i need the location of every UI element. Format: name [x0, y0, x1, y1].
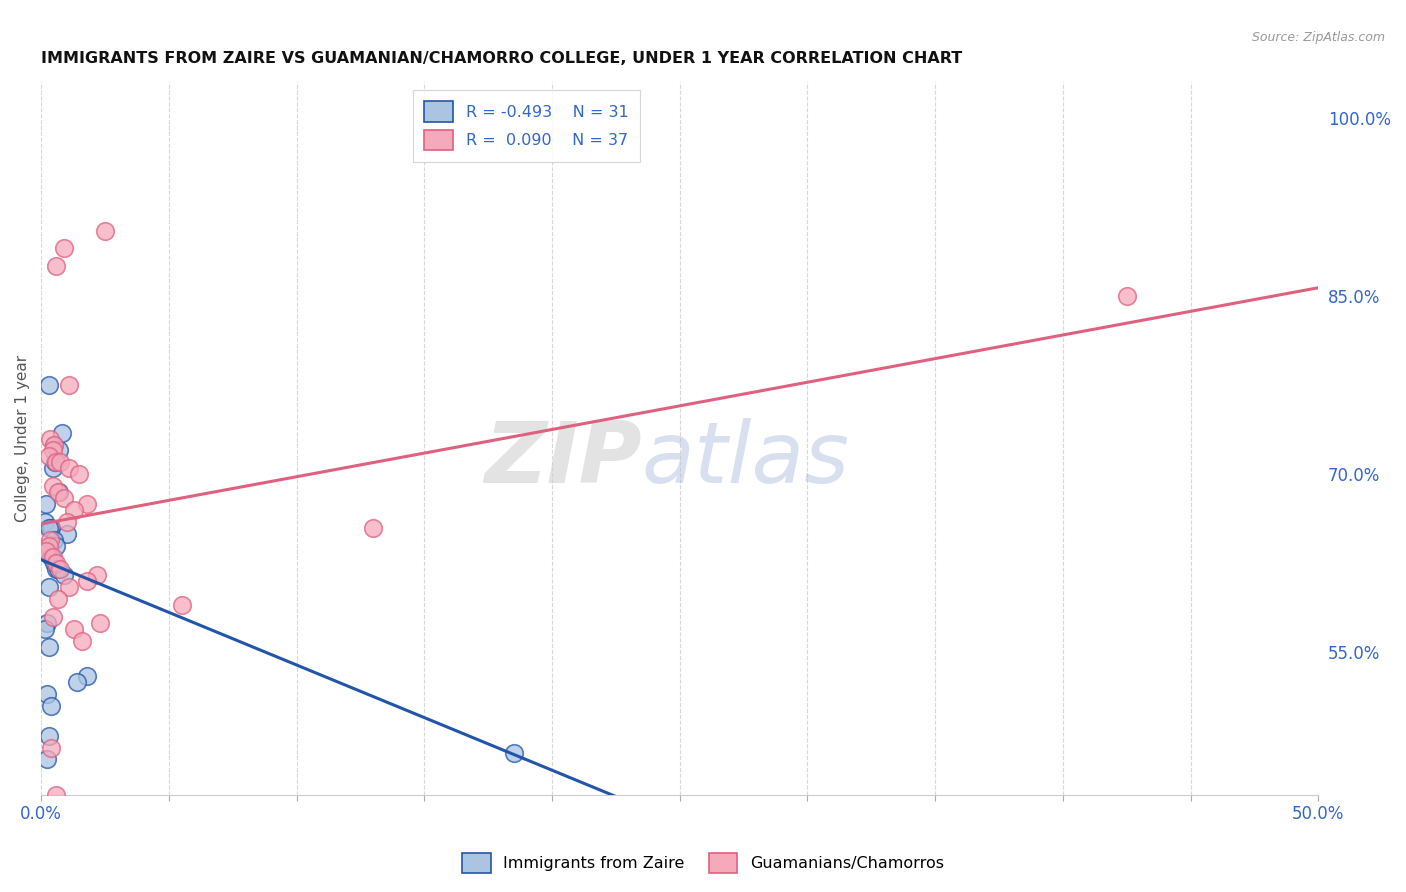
Point	[51, 425, 73, 440]
Point	[38, 521, 60, 535]
Point	[66, 675, 89, 690]
Point	[53, 568, 76, 582]
Point	[48, 443, 70, 458]
Point	[70, 633, 93, 648]
Legend: R = -0.493    N = 31, R =  0.090    N = 37: R = -0.493 N = 31, R = 0.090 N = 37	[413, 90, 640, 161]
Point	[39, 533, 62, 547]
Point	[41, 698, 63, 713]
Point	[34, 622, 56, 636]
Point	[45, 562, 67, 576]
Text: IMMIGRANTS FROM ZAIRE VS GUAMANIAN/CHAMORRO COLLEGE, UNDER 1 YEAR CORRELATION CH: IMMIGRANTS FROM ZAIRE VS GUAMANIAN/CHAMO…	[41, 51, 962, 66]
Point	[45, 788, 67, 802]
Point	[41, 610, 63, 624]
Point	[49, 455, 72, 469]
Point	[35, 497, 58, 511]
Point	[58, 378, 80, 392]
Point	[35, 544, 58, 558]
Point	[63, 503, 86, 517]
Point	[53, 242, 76, 256]
Point	[55, 515, 77, 529]
Point	[361, 521, 384, 535]
Point	[170, 598, 193, 612]
Point	[37, 615, 59, 630]
Point	[46, 485, 69, 500]
Point	[67, 467, 90, 482]
Text: ZIP: ZIP	[484, 418, 641, 501]
Point	[42, 437, 65, 451]
Point	[76, 574, 98, 589]
Point	[38, 450, 60, 464]
Point	[41, 550, 63, 565]
Point	[58, 461, 80, 475]
Point	[63, 622, 86, 636]
Point	[37, 752, 59, 766]
Point	[39, 432, 62, 446]
Point	[38, 640, 60, 654]
Point	[38, 378, 60, 392]
Point	[58, 580, 80, 594]
Point	[38, 580, 60, 594]
Point	[76, 497, 98, 511]
Point	[502, 747, 524, 761]
Y-axis label: College, Under 1 year: College, Under 1 year	[15, 355, 30, 522]
Point	[49, 562, 72, 576]
Point	[41, 443, 63, 458]
Point	[94, 224, 117, 238]
Point	[42, 437, 65, 451]
Point	[45, 539, 67, 553]
Point	[41, 550, 63, 565]
Point	[42, 533, 65, 547]
Point	[86, 568, 108, 582]
Point	[1115, 289, 1137, 303]
Point	[45, 455, 67, 469]
Point	[38, 729, 60, 743]
Text: Source: ZipAtlas.com: Source: ZipAtlas.com	[1251, 31, 1385, 45]
Point	[41, 479, 63, 493]
Point	[44, 455, 66, 469]
Point	[45, 260, 67, 274]
Point	[76, 669, 98, 683]
Point	[46, 562, 69, 576]
Point	[38, 539, 60, 553]
Legend: Immigrants from Zaire, Guamanians/Chamorros: Immigrants from Zaire, Guamanians/Chamor…	[456, 847, 950, 880]
Text: atlas: atlas	[641, 418, 849, 501]
Point	[89, 615, 111, 630]
Point	[34, 515, 56, 529]
Point	[48, 485, 70, 500]
Point	[37, 544, 59, 558]
Point	[37, 687, 59, 701]
Point	[45, 557, 67, 571]
Point	[42, 557, 65, 571]
Point	[46, 592, 69, 607]
Point	[53, 491, 76, 505]
Point	[55, 526, 77, 541]
Point	[41, 740, 63, 755]
Point	[41, 461, 63, 475]
Point	[41, 521, 63, 535]
